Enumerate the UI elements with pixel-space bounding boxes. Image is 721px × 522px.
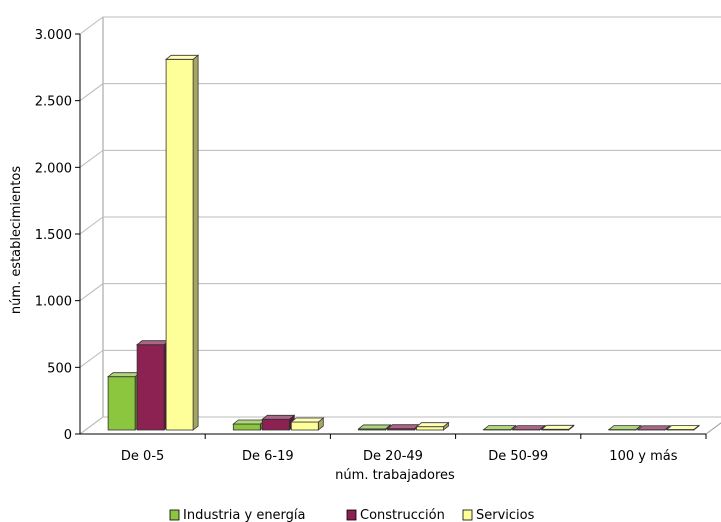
- bar-top: [636, 425, 672, 431]
- bar-top: [482, 425, 517, 430]
- x-axis-title: núm. trabajadores: [335, 468, 455, 483]
- gridline: [79, 16, 721, 35]
- y-axis-title: núm. establecimientos: [9, 166, 24, 314]
- x-tick-label: De 0-5: [121, 449, 164, 464]
- legend-swatch: [169, 509, 180, 521]
- legend-label: Construcción: [360, 508, 445, 522]
- y-tick-label: 2.500: [35, 95, 72, 110]
- legend-item: Servicios: [462, 508, 535, 522]
- gridline: [79, 349, 721, 368]
- x-tick-label: De 6-19: [242, 449, 294, 464]
- bar-front: [107, 376, 136, 431]
- gridline: [79, 216, 721, 235]
- bar: [511, 424, 546, 431]
- bar: [232, 419, 267, 431]
- bar-front: [290, 421, 319, 431]
- bar-top: [357, 424, 392, 430]
- x-tick-labels: De 0-5 De 6-19 De 20-49 De 50-99 100 y más: [121, 449, 678, 464]
- gridlines: [79, 16, 721, 435]
- bar: [290, 417, 325, 431]
- bar-top: [540, 424, 575, 430]
- bar-front: [416, 426, 444, 431]
- bar-top: [164, 54, 200, 60]
- bar-front: [136, 344, 165, 431]
- bar-top: [665, 425, 701, 430]
- bar-top: [135, 340, 171, 346]
- bar: [607, 424, 643, 431]
- x-tick-label: De 20-49: [363, 449, 423, 464]
- bar: [482, 424, 517, 431]
- bar: [665, 424, 701, 431]
- legend-label: Servicios: [476, 508, 535, 522]
- y-tick-label: 1.500: [35, 228, 72, 243]
- y-tick-label: 1.000: [35, 295, 72, 310]
- bar-front: [232, 423, 261, 431]
- bar-top: [106, 372, 142, 378]
- legend-swatch: [346, 509, 357, 521]
- legend-item: Industria y energía: [169, 508, 306, 522]
- y-tick-label: 0: [64, 428, 72, 443]
- bar-side: [192, 54, 199, 431]
- bars: [106, 54, 701, 431]
- x-tick-label: De 50-99: [488, 449, 548, 464]
- bar-top: [511, 425, 546, 430]
- bar-front: [261, 418, 290, 431]
- x-tick-label: 100 y más: [609, 449, 677, 464]
- bar-top: [386, 424, 421, 430]
- gridline: [79, 416, 721, 435]
- axes: [75, 33, 707, 439]
- gridline: [79, 149, 721, 168]
- bar-top: [415, 422, 450, 428]
- legend-swatch: [462, 509, 473, 521]
- bar-top: [232, 419, 267, 425]
- legend-label: Industria y energía: [183, 508, 306, 522]
- bar: [386, 423, 421, 431]
- gridline: [79, 283, 721, 302]
- bar: [540, 424, 575, 431]
- bar: [636, 424, 672, 431]
- y-tick-label: 2.000: [35, 161, 72, 176]
- bar-front: [165, 58, 194, 431]
- bar-top: [607, 425, 643, 430]
- bar-top: [290, 417, 325, 423]
- legend-item: Construcción: [346, 508, 445, 522]
- bar: [106, 371, 142, 431]
- y-tick-labels: 0 500 1.000 1.500 2.000 2.500 3.000: [35, 28, 72, 443]
- legend: Industria y energía Construcción Servicios: [169, 508, 535, 522]
- bar: [357, 424, 392, 431]
- bar: [164, 54, 200, 431]
- y-tick-label: 500: [47, 361, 72, 376]
- y-tick-label: 3.000: [35, 28, 72, 43]
- bar: [135, 339, 171, 431]
- bar: [415, 421, 450, 431]
- gridline: [79, 83, 721, 102]
- bar: [261, 414, 296, 431]
- bar-top: [261, 414, 296, 420]
